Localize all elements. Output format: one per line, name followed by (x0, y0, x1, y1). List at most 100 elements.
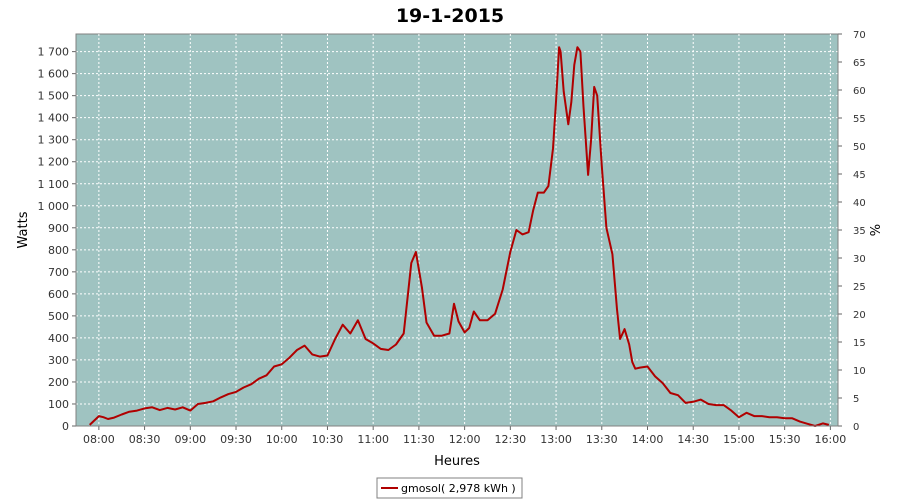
x-tick-label: 09:00 (174, 433, 206, 446)
x-tick-label: 12:30 (494, 433, 526, 446)
data-point (167, 407, 168, 408)
x-tick-label: 10:30 (312, 433, 344, 446)
x-tick-label: 11:30 (403, 433, 435, 446)
data-point (487, 320, 488, 321)
data-point (243, 387, 244, 388)
y-tick-label: 300 (48, 354, 69, 367)
data-point (528, 232, 529, 233)
data-point (411, 262, 412, 263)
data-point (458, 321, 459, 322)
data-point (434, 335, 435, 336)
data-point (685, 402, 686, 403)
data-point (784, 418, 785, 419)
data-point (571, 102, 572, 103)
data-point (350, 333, 351, 334)
y2-tick-label: 25 (853, 282, 866, 293)
data-point (655, 376, 656, 377)
data-point (761, 416, 762, 417)
x-tick-label: 09:30 (220, 433, 252, 446)
data-point (746, 412, 747, 413)
data-point (190, 410, 191, 411)
data-point (588, 174, 589, 175)
y-tick-label: 1 500 (38, 90, 70, 103)
data-point (373, 343, 374, 344)
x-tick-label: 14:00 (632, 433, 664, 446)
data-point (152, 407, 153, 408)
data-point (776, 417, 777, 418)
data-point (807, 423, 808, 424)
y-tick-label: 1 300 (38, 134, 70, 147)
y-tick-label: 100 (48, 398, 69, 411)
data-point (738, 417, 739, 418)
data-point (754, 416, 755, 417)
data-point (556, 100, 557, 101)
data-point (723, 405, 724, 406)
data-point (121, 414, 122, 415)
y2-tick-label: 70 (853, 30, 866, 41)
y2-tick-label: 40 (853, 198, 866, 209)
grid-lines (76, 34, 838, 427)
y2-tick-label: 55 (853, 114, 866, 125)
data-point (197, 403, 198, 404)
data-point (563, 91, 564, 92)
y-tick-label: 1 700 (38, 46, 70, 59)
data-point (677, 395, 678, 396)
data-point (235, 391, 236, 392)
chart-title: 19-1-2015 (396, 5, 504, 27)
x-tick-label: 15:30 (769, 433, 801, 446)
x-tick-label: 13:30 (586, 433, 618, 446)
data-point (274, 366, 275, 367)
data-point (228, 394, 229, 395)
data-point (647, 366, 648, 367)
data-point (594, 86, 595, 87)
data-point (632, 362, 633, 363)
data-point (620, 338, 621, 339)
x-tick-label: 14:30 (677, 433, 709, 446)
legend: gmosol( 2,978 kWh ) (376, 477, 523, 499)
y2-tick-label: 50 (853, 142, 866, 153)
data-point (548, 185, 549, 186)
data-point (357, 320, 358, 321)
data-point (597, 95, 598, 96)
data-point (251, 384, 252, 385)
data-point (103, 417, 104, 418)
data-point (662, 383, 663, 384)
series-line (89, 46, 830, 427)
y2-tick-label: 5 (853, 394, 859, 405)
data-point (296, 349, 297, 350)
data-point (580, 51, 581, 52)
data-point (624, 329, 625, 330)
data-point (495, 313, 496, 314)
data-point (114, 417, 115, 418)
data-point (822, 423, 823, 424)
y2-tick-label: 20 (853, 310, 866, 321)
y-tick-label: 1 400 (38, 112, 70, 125)
data-point (403, 333, 404, 334)
data-point (552, 148, 553, 149)
data-point (464, 332, 465, 333)
data-point (769, 417, 770, 418)
data-point (510, 251, 511, 252)
y-tick-label: 1 200 (38, 156, 70, 169)
data-point (421, 287, 422, 288)
data-point (258, 378, 259, 379)
legend-box (376, 477, 523, 499)
data-point (205, 402, 206, 403)
x-tick-label: 13:00 (540, 433, 572, 446)
data-point (479, 320, 480, 321)
y-tick-label: 700 (48, 266, 69, 279)
data-point (577, 47, 578, 48)
data-point (129, 411, 130, 412)
y2-tick-label: 15 (853, 338, 866, 349)
data-point (335, 338, 336, 339)
y-tick-label: 0 (62, 420, 69, 433)
data-point (426, 322, 427, 323)
data-point (543, 192, 544, 193)
data-point (94, 420, 95, 421)
data-point (799, 421, 800, 422)
data-point (395, 344, 396, 345)
data-point (559, 47, 560, 48)
y-tick-label: 900 (48, 222, 69, 235)
x-tick-label: 08:00 (83, 433, 115, 446)
x-tick-label: 10:00 (266, 433, 298, 446)
